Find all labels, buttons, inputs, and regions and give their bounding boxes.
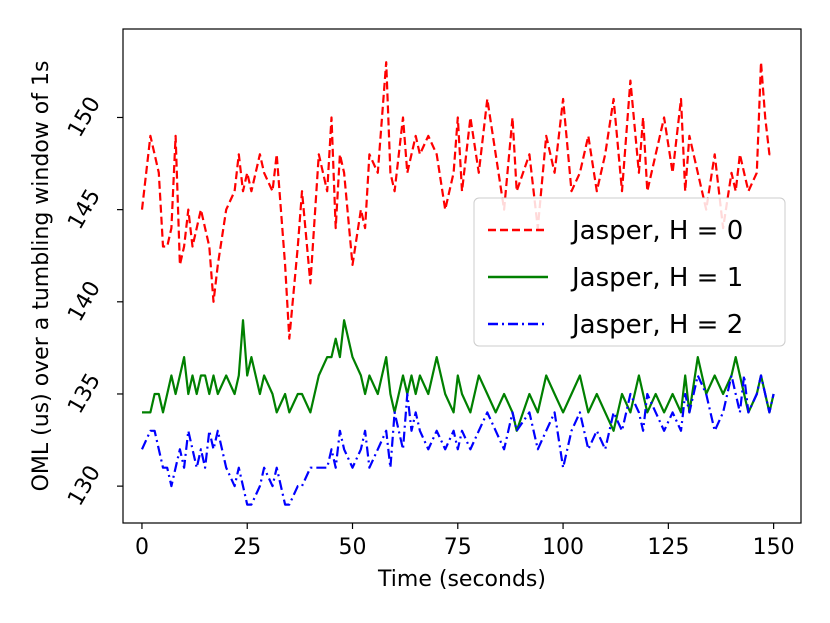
series-layer [140,61,775,506]
series-line-1 [142,319,775,432]
x-tick-label: 0 [135,535,149,560]
x-tick-label: 50 [339,535,367,560]
legend-label-2: Jasper, H = 2 [570,310,743,340]
legend: Jasper, H = 0 Jasper, H = 1 Jasper, H = 2 [473,197,786,347]
y-tick-label: 130 [63,461,106,510]
legend-label-0: Jasper, H = 0 [570,216,743,246]
plot-frame [122,28,802,524]
legend-box [473,197,786,347]
x-tick-label: 100 [542,535,584,560]
x-axis-label: Time (seconds) [377,567,546,592]
y-tick-label: 145 [63,185,106,234]
legend-label-1: Jasper, H = 1 [570,263,743,293]
y-tick-label: 150 [63,93,106,142]
x-tick-label: 25 [233,535,261,560]
x-tick-label: 150 [753,535,795,560]
y-tick-label: 135 [63,369,106,418]
y-axis-label: OML (us) over a tumbling window of 1s [29,61,54,492]
series-line-2 [140,374,775,506]
x-tick-label: 125 [647,535,689,560]
y-tick-label: 140 [63,277,106,326]
y-axis: 130 135 140 145 150 [63,93,123,510]
series-line-0 [140,61,774,340]
x-tick-label: 75 [444,535,472,560]
x-axis: 0 25 50 75 100 125 150 [135,523,795,560]
